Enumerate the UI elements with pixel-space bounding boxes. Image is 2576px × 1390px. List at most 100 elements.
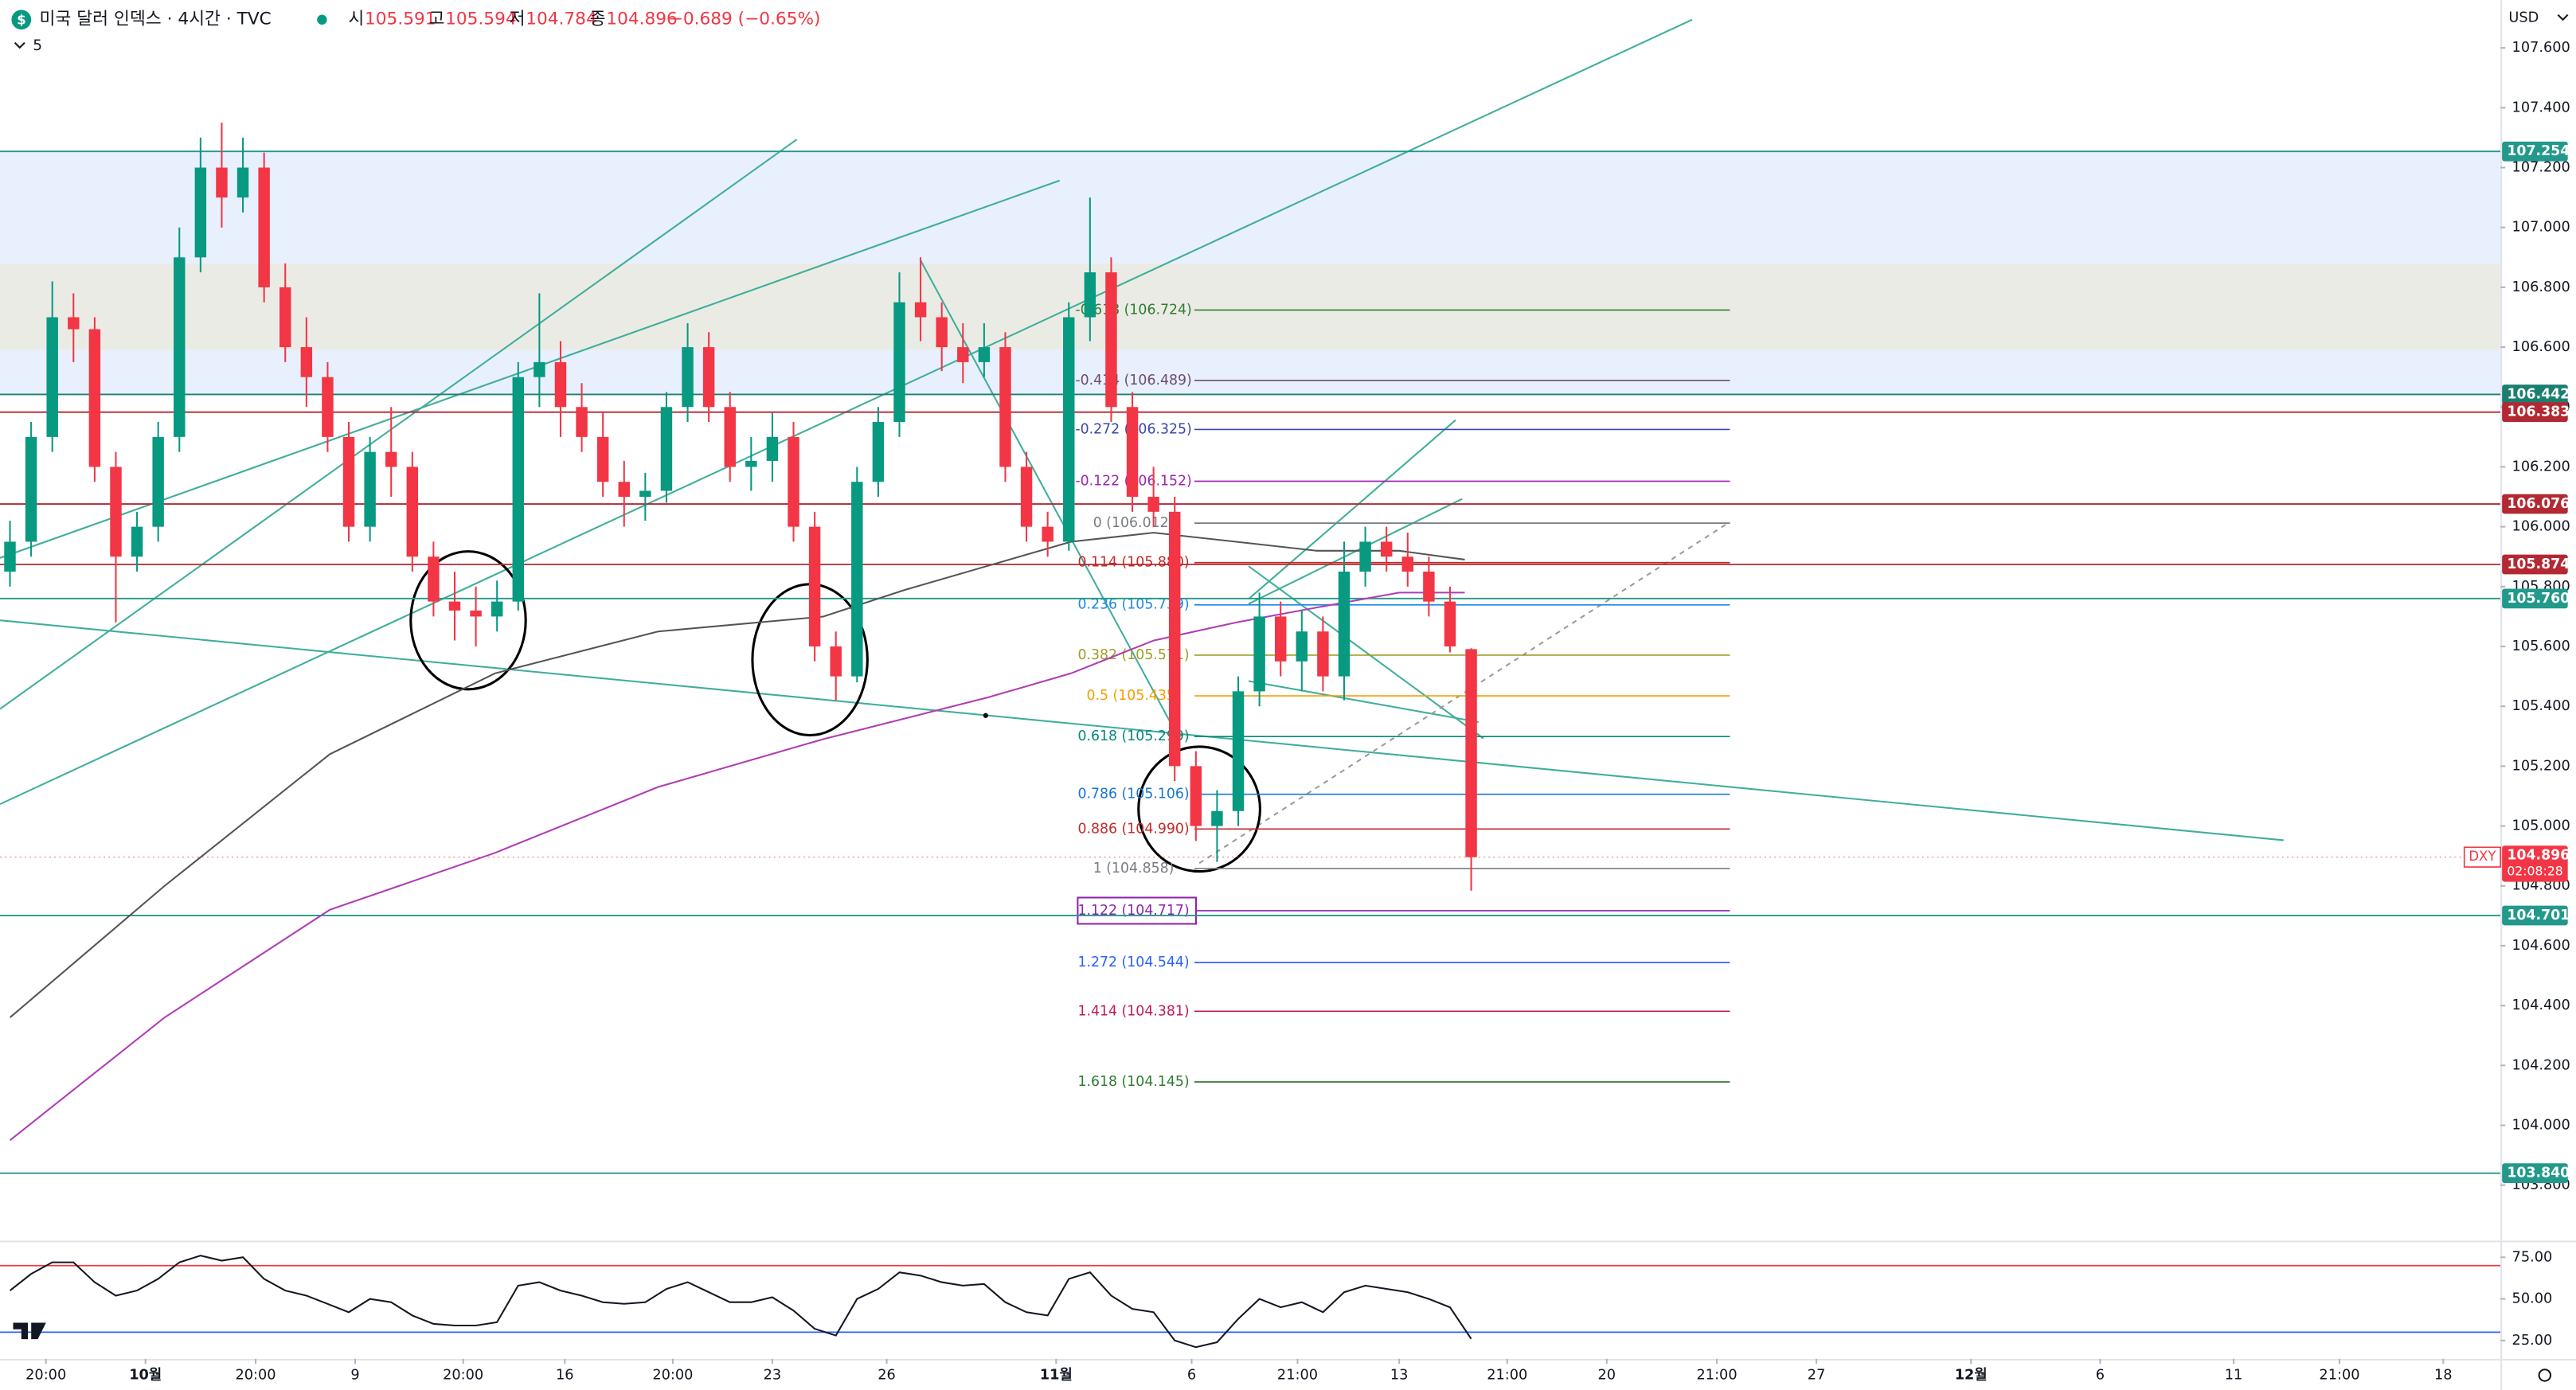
- x-tick-label: 20:00: [235, 1367, 276, 1383]
- candle-body: [216, 167, 228, 198]
- candle-body: [914, 302, 927, 318]
- header: $ 미국 달러 인덱스 · 4시간 · TVC 시 105.591 고 105.…: [11, 10, 2569, 1382]
- x-tick-label: 20:00: [25, 1367, 66, 1383]
- high-value: 105.594: [445, 10, 517, 29]
- fib-label: 1.414 (104.381): [1077, 1003, 1189, 1019]
- y-tick-label: 106.200: [2512, 459, 2570, 474]
- indicator-count[interactable]: 5: [33, 37, 42, 54]
- candle-body: [491, 601, 503, 617]
- candle-body: [1359, 541, 1371, 572]
- trend-line: [1248, 680, 1480, 724]
- price-label-bg: [2502, 905, 2568, 926]
- candle-body: [448, 601, 461, 611]
- x-tick-label: 13: [1390, 1367, 1409, 1383]
- x-tick-label: 6: [2096, 1367, 2105, 1383]
- x-tick-label: 23: [764, 1367, 782, 1383]
- price-label: 105.874: [2507, 556, 2570, 572]
- circle-marker: [409, 550, 527, 691]
- price-zone: [0, 263, 2501, 350]
- price-label-bg: [2502, 494, 2568, 514]
- trend-line: [1248, 419, 1456, 600]
- price-label-bg: [2502, 141, 2568, 162]
- price-label: 105.760: [2507, 591, 2570, 607]
- candle-body: [364, 451, 376, 527]
- price-label-bg: [2502, 385, 2568, 404]
- candle-body: [46, 317, 58, 437]
- settings-icon[interactable]: [2538, 1369, 2552, 1382]
- candle-body: [152, 436, 164, 527]
- candle-body: [1253, 616, 1265, 692]
- candle-body: [1211, 810, 1223, 826]
- candle-body: [618, 482, 630, 498]
- price-label: 106.383: [2507, 404, 2570, 420]
- tv-logo[interactable]: [13, 1322, 46, 1340]
- candle-body: [936, 317, 948, 348]
- x-tick-label: 16: [556, 1367, 574, 1383]
- y-tick-label: 25.00: [2512, 1333, 2553, 1349]
- fib-label: 0.886 (104.990): [1077, 821, 1189, 837]
- x-tick-label: 20:00: [652, 1367, 693, 1383]
- open-label: 시: [348, 10, 364, 29]
- x-tick-label: 11월: [1040, 1366, 1073, 1383]
- y-tick-label: 107.200: [2512, 160, 2570, 176]
- y-tick-label: 104.600: [2512, 938, 2570, 954]
- collapse-chevron[interactable]: [14, 41, 25, 49]
- candle-body: [1423, 572, 1435, 602]
- candle-body: [1126, 407, 1139, 498]
- rsi-pane: [0, 1255, 2501, 1349]
- trend-line: [1198, 521, 1731, 865]
- price-label: 106.076: [2507, 496, 2570, 512]
- x-tick-label: 27: [1808, 1367, 1826, 1383]
- y-tick-label: 107.400: [2512, 100, 2570, 115]
- candle-body: [1063, 317, 1075, 542]
- fib-label: 0.236 (105.739): [1077, 597, 1189, 613]
- candle-body: [4, 541, 16, 572]
- x-tick-label: 12월: [1955, 1366, 1988, 1383]
- currency-chevron[interactable]: [2557, 14, 2569, 21]
- price-label: 107.254: [2507, 143, 2570, 159]
- candle-body: [1274, 616, 1287, 662]
- candle-body: [1444, 601, 1456, 647]
- price-label-bg: [2502, 1163, 2568, 1184]
- y-tick-label: 104.200: [2512, 1057, 2570, 1073]
- candle-body: [788, 436, 799, 527]
- candle-body: [851, 482, 863, 677]
- y-tick-label: 105.000: [2512, 818, 2570, 834]
- last-price: 104.896: [2507, 848, 2570, 864]
- price-zone: [0, 349, 2501, 395]
- y-tick-label: 75.00: [2512, 1249, 2553, 1265]
- rsi-line: [9, 1255, 1472, 1349]
- candle-body: [1296, 631, 1308, 662]
- candle-body: [999, 347, 1011, 467]
- currency[interactable]: USD: [2508, 10, 2539, 26]
- fib-label: -0.414 (106.489): [1075, 373, 1191, 388]
- x-tick-label: 6: [1187, 1367, 1196, 1383]
- fib-label: 0.618 (105.299): [1077, 728, 1189, 744]
- y-tick-label: 104.400: [2512, 998, 2570, 1013]
- fib-highlight: [1077, 896, 1197, 925]
- candle-body: [702, 347, 715, 408]
- candle-body: [1020, 467, 1033, 527]
- y-tick-label: 105.600: [2512, 638, 2570, 654]
- trend-line: [0, 179, 1061, 559]
- main-pane: -0.618 (106.724)-0.414 (106.489)-0.272 (…: [0, 123, 2501, 1174]
- symbol-title: 미국 달러 인덱스 · 4시간 · TVC: [40, 10, 272, 29]
- fib-label: 0.114 (105.880): [1077, 555, 1189, 571]
- candle-body: [660, 407, 673, 491]
- candle-body: [1084, 272, 1096, 318]
- candle-body: [766, 436, 779, 461]
- price-label: 103.840: [2507, 1165, 2570, 1181]
- candle-body: [1147, 497, 1159, 512]
- candle-body: [1042, 526, 1053, 542]
- price-zone: [0, 151, 2501, 264]
- y-tick-label: 105.400: [2512, 698, 2570, 714]
- moving-average: [9, 532, 1465, 1018]
- candle-body: [1380, 541, 1393, 557]
- zones: [0, 151, 2501, 395]
- candle-body: [385, 451, 397, 467]
- candle-body: [322, 377, 334, 437]
- y-tick-label: 106.800: [2512, 279, 2570, 295]
- candle-body: [724, 407, 736, 467]
- y-tick-label: 107.000: [2512, 220, 2570, 236]
